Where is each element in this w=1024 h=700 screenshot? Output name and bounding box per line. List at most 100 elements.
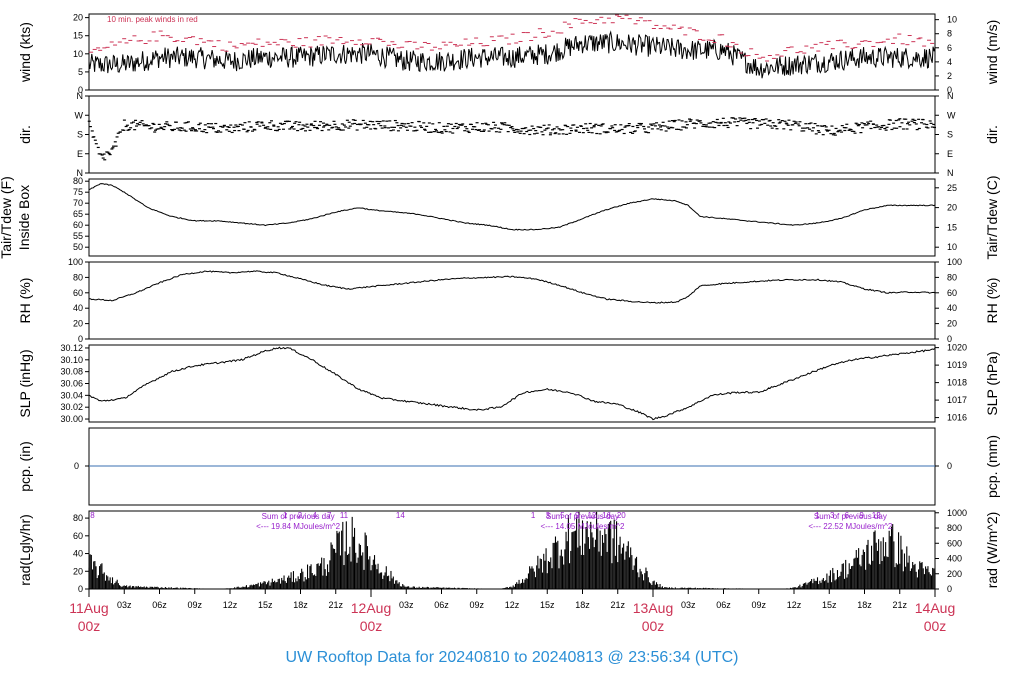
rh-right-tick-label: 100: [947, 257, 962, 267]
slp-left-tick-label: 30.08: [60, 367, 83, 377]
slp-left-tick-label: 30.06: [60, 379, 83, 389]
rh-panel-frame: [88, 261, 936, 340]
time-tick-label: 21z: [610, 600, 625, 610]
rh-left-tick-label: 60: [73, 288, 83, 298]
time-tick-label: 09z: [751, 600, 766, 610]
rad-hour-marker: 12: [587, 511, 596, 520]
wind-right-tick-label: 8: [947, 29, 952, 39]
wind-peak-note: 10 min. peak winds in red: [107, 15, 198, 24]
dir-left-tick-label: N: [77, 91, 84, 101]
slp-left-axis-label: SLP (inHg): [17, 349, 33, 417]
day-tick-hour: 00z: [924, 618, 947, 634]
slp-left-tick-label: 30.04: [60, 390, 83, 400]
day-tick-hour: 00z: [78, 618, 101, 634]
slp-right-tick-label: 1020: [947, 343, 967, 353]
rh-right-tick-label: 0: [947, 334, 952, 344]
slp-left-tick-label: 30.12: [60, 343, 83, 353]
day-tick-date: 13Aug: [633, 600, 673, 616]
rh-right-tick-label: 40: [947, 303, 957, 313]
dir-right-axis-label: dir.: [984, 125, 1000, 144]
dir-left-tick-label: E: [77, 149, 83, 159]
wind-left-tick-label: 15: [73, 31, 83, 41]
pcp-right-tick-label: 0: [947, 461, 952, 471]
slp-series-line: [88, 346, 936, 421]
wind-right-tick-label: 2: [947, 71, 952, 81]
dir-left-tick-label: S: [77, 130, 83, 140]
rad-left-tick-label: 0: [78, 584, 83, 594]
rad-right-tick-label: 0: [947, 584, 952, 594]
rad-hour-marker: 3: [830, 511, 835, 520]
pcp-right-axis-label: pcp. (mm): [984, 435, 1000, 498]
dir-left-axis-label: dir.: [17, 125, 33, 144]
rad-hour-marker: 9: [575, 511, 580, 520]
rad-hour-marker: 12: [872, 511, 881, 520]
time-tick-label: 12z: [223, 600, 238, 610]
rh-right-tick-label: 60: [947, 288, 957, 298]
dir-left-tick-label: W: [75, 110, 84, 120]
temp-left-tick-label: 80: [73, 176, 83, 186]
day-tick-date: 12Aug: [351, 600, 391, 616]
rad-right-tick-label: 1000: [947, 508, 967, 518]
wind-panel-frame: [88, 13, 936, 91]
rad-left-axis-label: rad(Lgly/hr): [17, 514, 33, 586]
day-tick-date: 14Aug: [915, 600, 955, 616]
wind-right-tick-label: 10: [947, 15, 957, 25]
rad-right-tick-label: 800: [947, 523, 962, 533]
rad-right-tick-label: 600: [947, 538, 962, 548]
temp-left-tick-label: 60: [73, 220, 83, 230]
rad-hour-marker: 8: [90, 511, 95, 520]
time-tick-label: 06z: [152, 600, 167, 610]
pcp-left-tick-label: 0: [74, 461, 79, 471]
dir-left-tick-label: N: [77, 168, 84, 178]
temp-panel-frame: [88, 178, 936, 257]
rad-hour-marker: 6: [845, 511, 850, 520]
time-tick-label: 12z: [505, 600, 520, 610]
time-tick-label: 03z: [399, 600, 414, 610]
dir-panel-frame: [88, 95, 936, 174]
rad-left-tick-label: 80: [73, 513, 83, 523]
slp-right-tick-label: 1018: [947, 378, 967, 388]
temp-left-tick-label: 50: [73, 242, 83, 252]
rh-left-tick-label: 0: [78, 334, 83, 344]
wind-left-tick-label: 20: [73, 13, 83, 23]
temp-left-axis-label: Tair/Tdew (F): [0, 176, 14, 258]
slp-panel-frame: [88, 344, 936, 423]
rad-hour-marker: 2: [298, 511, 303, 520]
rad-sum-value: <--- 19.84 MJoules/m^2: [256, 522, 341, 531]
time-tick-label: 06z: [434, 600, 449, 610]
slp-left-tick-label: 30.02: [60, 402, 83, 412]
wind-series-line: [88, 30, 936, 79]
time-tick-label: 06z: [716, 600, 731, 610]
time-tick-label: 15z: [540, 600, 555, 610]
temp-left-tick-label: 75: [73, 187, 83, 197]
time-tick-label: 03z: [117, 600, 132, 610]
rh-left-tick-label: 20: [73, 319, 83, 329]
rad-hour-marker: 14: [396, 511, 405, 520]
rad-hour-marker: 1: [283, 511, 288, 520]
temp-left-tick-label: 65: [73, 209, 83, 219]
dir-right-tick-label: S: [947, 130, 953, 140]
dir-right-tick-label: W: [947, 110, 956, 120]
rh-left-tick-label: 40: [73, 303, 83, 313]
rad-hour-marker: 1: [815, 511, 820, 520]
rad-hour-marker: 16: [602, 511, 611, 520]
wind-left-axis-label: wind (kts): [17, 22, 33, 83]
rad-hour-marker: 7: [327, 511, 332, 520]
dir-right-tick-label: E: [947, 149, 953, 159]
slp-right-axis-label: SLP (hPa): [984, 351, 1000, 415]
temp-series-line: [88, 183, 936, 231]
rad-hour-marker: 5: [560, 511, 565, 520]
rad-right-tick-label: 400: [947, 554, 962, 564]
time-tick-label: 18z: [857, 600, 872, 610]
rad-hour-marker: 9: [859, 511, 864, 520]
day-tick-hour: 00z: [642, 618, 665, 634]
rh-series-line: [89, 270, 936, 304]
time-tick-label: 12z: [787, 600, 802, 610]
page-title: UW Rooftop Data for 20240810 to 20240813…: [285, 649, 739, 666]
time-tick-label: 21z: [328, 600, 343, 610]
time-tick-label: 18z: [575, 600, 590, 610]
wind-left-tick-label: 0: [78, 85, 83, 95]
rh-left-tick-label: 80: [73, 272, 83, 282]
slp-right-tick-label: 1019: [947, 360, 967, 370]
